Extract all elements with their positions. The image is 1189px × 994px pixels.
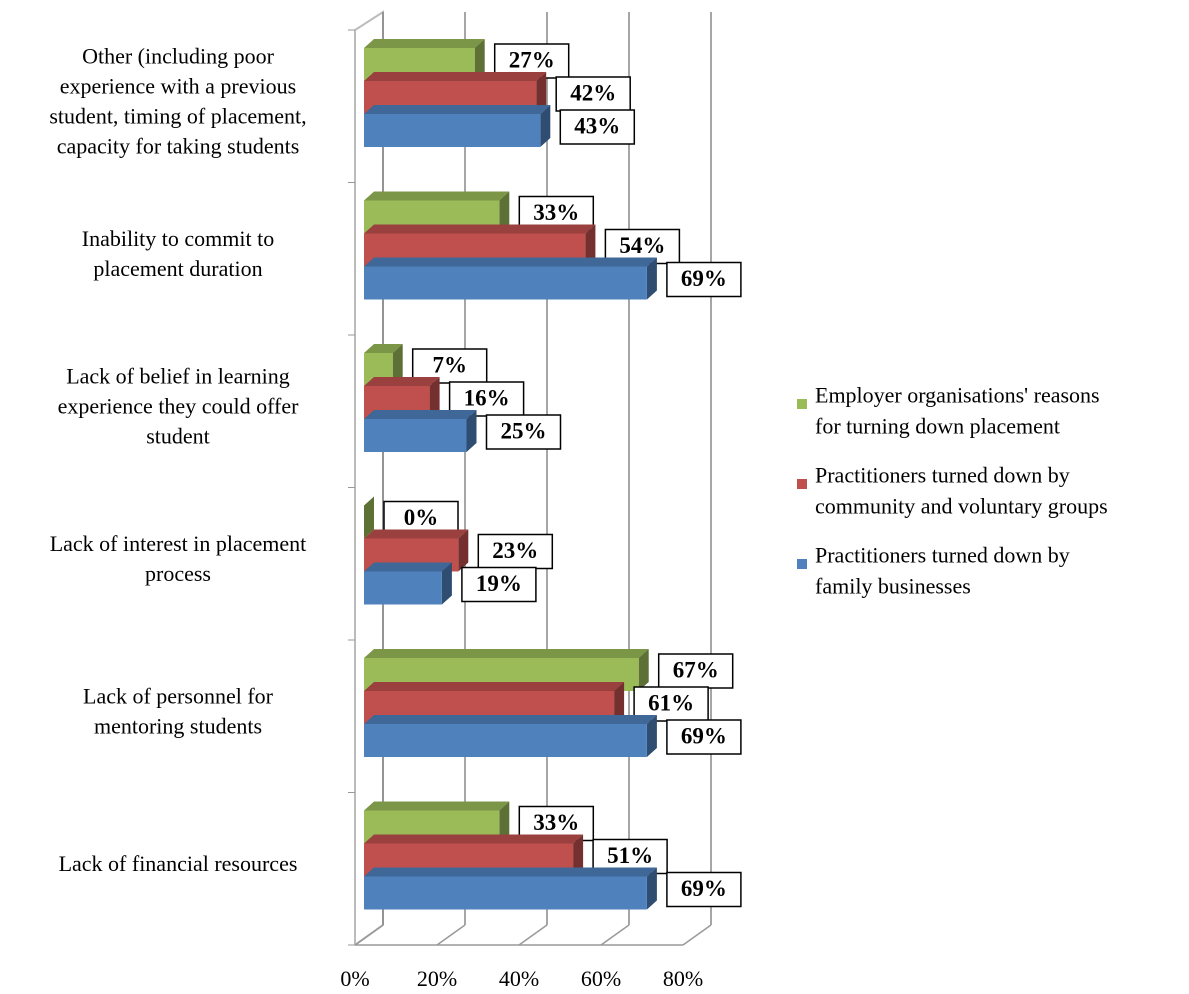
floor-line	[682, 924, 712, 946]
bar-top	[364, 72, 547, 81]
bar-top	[364, 867, 657, 877]
category-label: Inability to commit to placement duration	[82, 226, 274, 281]
floor-line	[600, 924, 630, 946]
bar-side	[540, 105, 551, 147]
value-label-box	[461, 566, 537, 603]
bar-top	[364, 715, 657, 724]
value-label-box	[559, 109, 636, 145]
bar-side	[364, 496, 374, 539]
value-label: 51%	[607, 843, 653, 868]
value-label: 69%	[681, 266, 727, 291]
value-label: 61%	[648, 690, 694, 715]
bar-side	[458, 529, 469, 572]
bar-side	[646, 715, 657, 757]
floor-line	[518, 924, 548, 946]
floor-line	[436, 924, 466, 946]
bar-side	[614, 682, 625, 724]
bar-top	[364, 224, 596, 234]
bar-side	[646, 867, 657, 910]
value-label: 33%	[533, 200, 579, 225]
bar-top	[364, 410, 477, 419]
value-label: 43%	[574, 113, 620, 138]
category-label: Lack of financial resources	[59, 851, 298, 876]
value-label: 7%	[432, 352, 467, 377]
x-tick-label: 20%	[417, 966, 457, 991]
value-label: 19%	[476, 571, 522, 596]
value-label: 16%	[464, 385, 510, 410]
legend-label: Practitioners turned down by community an…	[815, 463, 1108, 519]
bar	[364, 114, 541, 147]
value-label-box	[666, 871, 742, 908]
x-tick-label: 0%	[340, 966, 369, 991]
bar-side	[441, 562, 452, 605]
bar-side	[536, 72, 547, 114]
x-tick-label: 60%	[581, 966, 621, 991]
bar-top	[364, 39, 485, 48]
value-label-box	[666, 719, 742, 755]
value-label: 33%	[533, 810, 579, 835]
bar-side	[429, 377, 440, 419]
value-label-box	[657, 653, 734, 689]
bar-side	[392, 344, 403, 386]
bar-side	[638, 649, 649, 691]
value-label-box	[477, 533, 554, 570]
bar-side	[499, 191, 510, 234]
x-tick-label: 80%	[663, 966, 703, 991]
value-label: 25%	[501, 418, 547, 443]
bar-side	[646, 257, 657, 300]
bar-side	[499, 801, 510, 844]
bar	[364, 876, 647, 910]
bar-top	[364, 682, 625, 691]
bar-top	[364, 529, 469, 539]
bar-top	[364, 801, 510, 811]
bar	[364, 571, 442, 605]
bar-top	[364, 344, 403, 353]
value-label-box	[485, 414, 562, 450]
bar	[364, 419, 467, 452]
bar-side	[466, 410, 477, 452]
bar-top	[364, 562, 452, 572]
value-label-box	[555, 76, 631, 112]
bar-top	[364, 105, 551, 114]
bar-top	[364, 377, 440, 386]
bar-side	[585, 224, 596, 267]
floor-line	[354, 924, 384, 946]
category-label: Lack of interest in placement process	[50, 531, 307, 586]
value-label: 69%	[681, 723, 727, 748]
legend-label: Employer organisations' reasons for turni…	[815, 383, 1100, 439]
bar-top	[364, 834, 584, 844]
category-label: Lack of belief in learning experience the…	[58, 363, 300, 448]
value-label: 54%	[619, 233, 665, 258]
legend-swatch	[797, 479, 807, 489]
category-label: Lack of personnel for mentoring students	[83, 683, 274, 738]
category-label: Other (including poor experience with a p…	[49, 43, 306, 158]
bar-top	[364, 257, 657, 267]
legend-swatch	[797, 559, 807, 569]
value-label-box	[666, 261, 742, 298]
x-tick-label: 40%	[499, 966, 539, 991]
bar-top	[364, 191, 510, 201]
value-label: 23%	[492, 538, 538, 563]
legend-label: Practitioners turned down by family busin…	[815, 543, 1070, 599]
value-label: 42%	[570, 80, 616, 105]
bar	[364, 266, 647, 300]
value-label: 69%	[681, 876, 727, 901]
bar	[364, 724, 647, 757]
value-label: 0%	[404, 505, 439, 530]
bar-side	[474, 39, 485, 81]
value-label: 67%	[673, 657, 719, 682]
bar-side	[573, 834, 584, 877]
legend-swatch	[797, 399, 807, 409]
bar-top	[364, 649, 649, 658]
value-label: 27%	[509, 47, 555, 72]
